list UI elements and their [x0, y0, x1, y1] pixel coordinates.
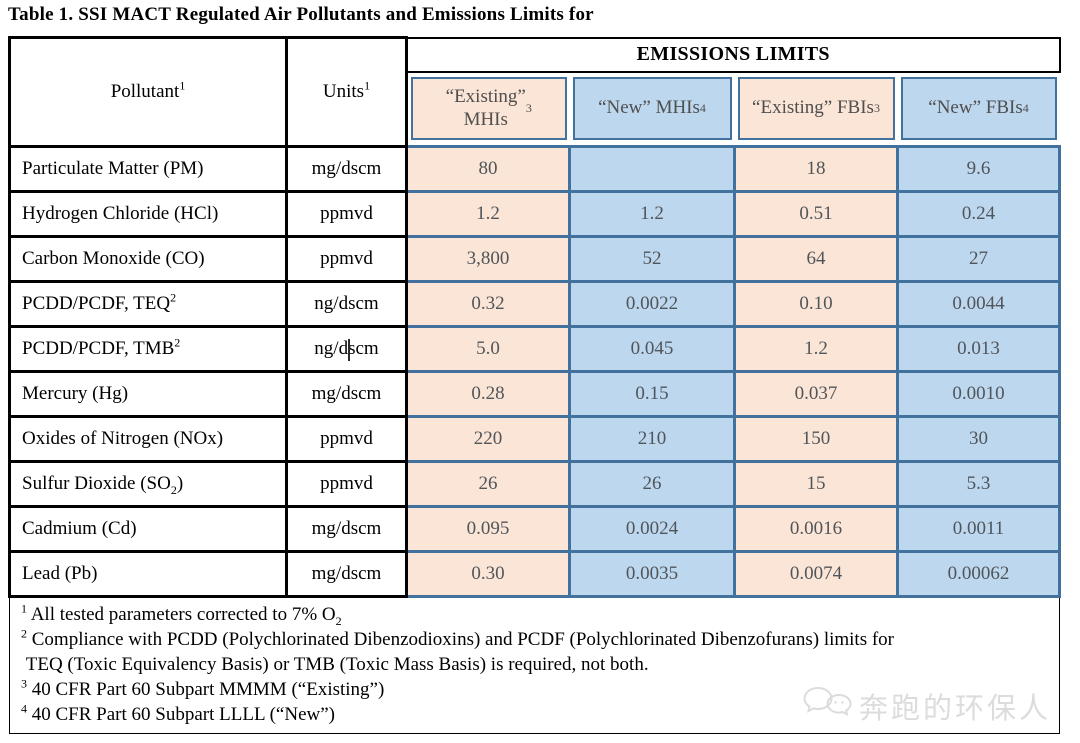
table-title: Table 1. SSI MACT Regulated Air Pollutan…	[8, 4, 594, 25]
value-cell: 0.037	[733, 370, 899, 418]
value-cell: 0.10	[733, 280, 899, 328]
column-header-new-fbis: “New” FBIs 4	[900, 76, 1057, 140]
value-cell: 0.0016	[733, 505, 899, 553]
value-cell: 210	[568, 415, 736, 463]
units-text: ng/dscm	[314, 338, 379, 359]
pollutant-cell: Mercury (Hg)	[8, 370, 288, 418]
pollutant-cell: Cadmium (Cd)	[8, 505, 288, 553]
value-cell: 0.095	[405, 505, 571, 553]
value-cell: 5.0	[405, 325, 571, 373]
value-cell: 0.15	[568, 370, 736, 418]
value-cell: 0.0010	[895, 370, 1062, 418]
value-cell: 0.28	[405, 370, 571, 418]
column-header-existing-mhis: “Existing” MHIs 3	[411, 76, 567, 140]
footnote-4: 4 40 CFR Part 60 Subpart LLLL (“New”)	[21, 701, 335, 725]
units-cell: ng/dscm	[285, 325, 408, 373]
value-cell: 150	[733, 415, 899, 463]
table-row-teq: PCDD/PCDF, TEQ2 ng/dscm 0.32 0.0022 0.10…	[8, 280, 1062, 328]
units-cell: ppmvd	[285, 235, 408, 283]
pollutant-cell: Sulfur Dioxide (SO2)	[8, 460, 288, 508]
units-cell: ppmvd	[285, 415, 408, 463]
chat-bubbles-icon	[802, 685, 854, 727]
value-cell: 15	[733, 460, 899, 508]
units-cell: ppmvd	[285, 190, 408, 238]
value-cell: 0.045	[568, 325, 736, 373]
value-cell: 0.0074	[733, 550, 899, 598]
column-header-new-mhis: “New” MHIs 4	[572, 76, 732, 140]
footnote-2: 2 Compliance with PCDD (Polychlorinated …	[21, 626, 895, 675]
units-cell: mg/dscm	[285, 505, 408, 553]
units-cell: mg/dscm	[285, 145, 408, 193]
value-cell: 52	[568, 235, 736, 283]
value-cell: 220	[405, 415, 571, 463]
column-header-new-mhis-cell: “New” MHIs 4	[569, 71, 735, 147]
table-row-nox: Oxides of Nitrogen (NOx) ppmvd 220 210 1…	[8, 415, 1062, 463]
watermark-text: 奔跑的环保人	[859, 691, 1052, 725]
value-cell: 27	[895, 235, 1062, 283]
text-cursor	[348, 339, 350, 361]
column-header-existing-fbis-cell: “Existing” FBIs 3	[734, 71, 898, 147]
value-cell: 3,800	[405, 235, 571, 283]
value-cell	[568, 145, 736, 193]
value-cell: 0.0044	[895, 280, 1062, 328]
watermark: 奔跑的环保人	[802, 685, 1051, 727]
table-row-tmb: PCDD/PCDF, TMB2 ng/dscm 5.0 0.045 1.2 0.…	[8, 325, 1062, 373]
pollutant-cell: Oxides of Nitrogen (NOx)	[8, 415, 288, 463]
value-cell: 0.30	[405, 550, 571, 598]
pollutant-cell: Particulate Matter (PM)	[8, 145, 288, 193]
column-header-existing-mhis-cell: “Existing” MHIs 3	[406, 71, 570, 147]
column-header-pollutant: Pollutant1	[8, 36, 288, 148]
footnotes-cell: 1 All tested parameters corrected to 7% …	[8, 595, 1061, 734]
units-cell: ng/dscm	[285, 280, 408, 328]
value-cell: 80	[405, 145, 571, 193]
table-row-so2: Sulfur Dioxide (SO2) ppmvd 26 26 15 5.3	[8, 460, 1062, 508]
value-cell: 5.3	[895, 460, 1062, 508]
value-cell: 1.2	[733, 325, 899, 373]
column-header-new-fbis-cell: “New” FBIs 4	[897, 71, 1060, 147]
units-cell: ppmvd	[285, 460, 408, 508]
value-cell: 0.0024	[568, 505, 736, 553]
units-cell: mg/dscm	[285, 370, 408, 418]
value-cell: 26	[405, 460, 571, 508]
value-cell: 18	[733, 145, 899, 193]
column-header-emissions-limits: EMISSIONS LIMITS	[405, 36, 1061, 73]
table-row-hcl: Hydrogen Chloride (HCl) ppmvd 1.2 1.2 0.…	[8, 190, 1062, 238]
table-row-pm: Particulate Matter (PM) mg/dscm 80 18 9.…	[8, 145, 1062, 193]
emissions-table: Pollutant1 Units1 EMISSIONS LIMITS “Exis…	[8, 36, 1062, 734]
value-cell: 0.013	[895, 325, 1062, 373]
value-cell: 0.0035	[568, 550, 736, 598]
table-row-co: Carbon Monoxide (CO) ppmvd 3,800 52 64 2…	[8, 235, 1062, 283]
units-cell: mg/dscm	[285, 550, 408, 598]
table-row-cd: Cadmium (Cd) mg/dscm 0.095 0.0024 0.0016…	[8, 505, 1062, 553]
value-cell: 0.00062	[895, 550, 1062, 598]
value-cell: 26	[568, 460, 736, 508]
value-cell: 0.51	[733, 190, 899, 238]
value-cell: 64	[733, 235, 899, 283]
column-header-existing-fbis: “Existing” FBIs 3	[737, 76, 895, 140]
footnotes-row: 1 All tested parameters corrected to 7% …	[8, 595, 1061, 734]
pollutant-cell: Lead (Pb)	[8, 550, 288, 598]
column-header-units: Units1	[285, 36, 408, 148]
table-row-pb: Lead (Pb) mg/dscm 0.30 0.0035 0.0074 0.0…	[8, 550, 1062, 598]
value-cell: 0.24	[895, 190, 1062, 238]
value-cell: 9.6	[895, 145, 1062, 193]
value-cell: 0.32	[405, 280, 571, 328]
footnote-1: 1 All tested parameters corrected to 7% …	[21, 601, 342, 628]
pollutant-cell: Carbon Monoxide (CO)	[8, 235, 288, 283]
pollutant-cell: PCDD/PCDF, TMB2	[8, 325, 288, 373]
pollutant-cell: Hydrogen Chloride (HCl)	[8, 190, 288, 238]
value-cell: 1.2	[568, 190, 736, 238]
table-row-hg: Mercury (Hg) mg/dscm 0.28 0.15 0.037 0.0…	[8, 370, 1062, 418]
value-cell: 0.0011	[895, 505, 1062, 553]
value-cell: 30	[895, 415, 1062, 463]
value-cell: 1.2	[405, 190, 571, 238]
pollutant-cell: PCDD/PCDF, TEQ2	[8, 280, 288, 328]
footnote-3: 3 40 CFR Part 60 Subpart MMMM (“Existing…	[21, 676, 385, 700]
value-cell: 0.0022	[568, 280, 736, 328]
